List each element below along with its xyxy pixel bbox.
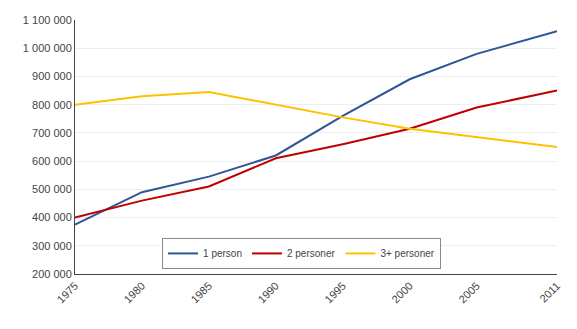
- svg-text:2000: 2000: [389, 280, 415, 306]
- svg-text:1975: 1975: [55, 280, 81, 306]
- svg-text:400 000: 400 000: [32, 211, 72, 223]
- svg-text:2 personer: 2 personer: [287, 248, 335, 259]
- svg-text:500 000: 500 000: [32, 183, 72, 195]
- svg-text:1 000 000: 1 000 000: [23, 42, 72, 54]
- svg-text:1 100 000: 1 100 000: [23, 14, 72, 26]
- svg-text:2011: 2011: [537, 280, 562, 305]
- svg-text:900 000: 900 000: [32, 70, 72, 82]
- svg-text:200 000: 200 000: [32, 268, 72, 280]
- svg-text:3+ personer: 3+ personer: [380, 248, 434, 259]
- svg-text:1990: 1990: [255, 280, 281, 306]
- svg-text:1995: 1995: [322, 280, 348, 306]
- svg-text:1980: 1980: [121, 280, 147, 306]
- svg-text:600 000: 600 000: [32, 155, 72, 167]
- svg-text:800 000: 800 000: [32, 99, 72, 111]
- svg-text:2005: 2005: [456, 280, 482, 306]
- svg-text:1985: 1985: [188, 280, 214, 306]
- svg-text:300 000: 300 000: [32, 240, 72, 252]
- svg-text:700 000: 700 000: [32, 127, 72, 139]
- svg-text:1 person: 1 person: [203, 248, 242, 259]
